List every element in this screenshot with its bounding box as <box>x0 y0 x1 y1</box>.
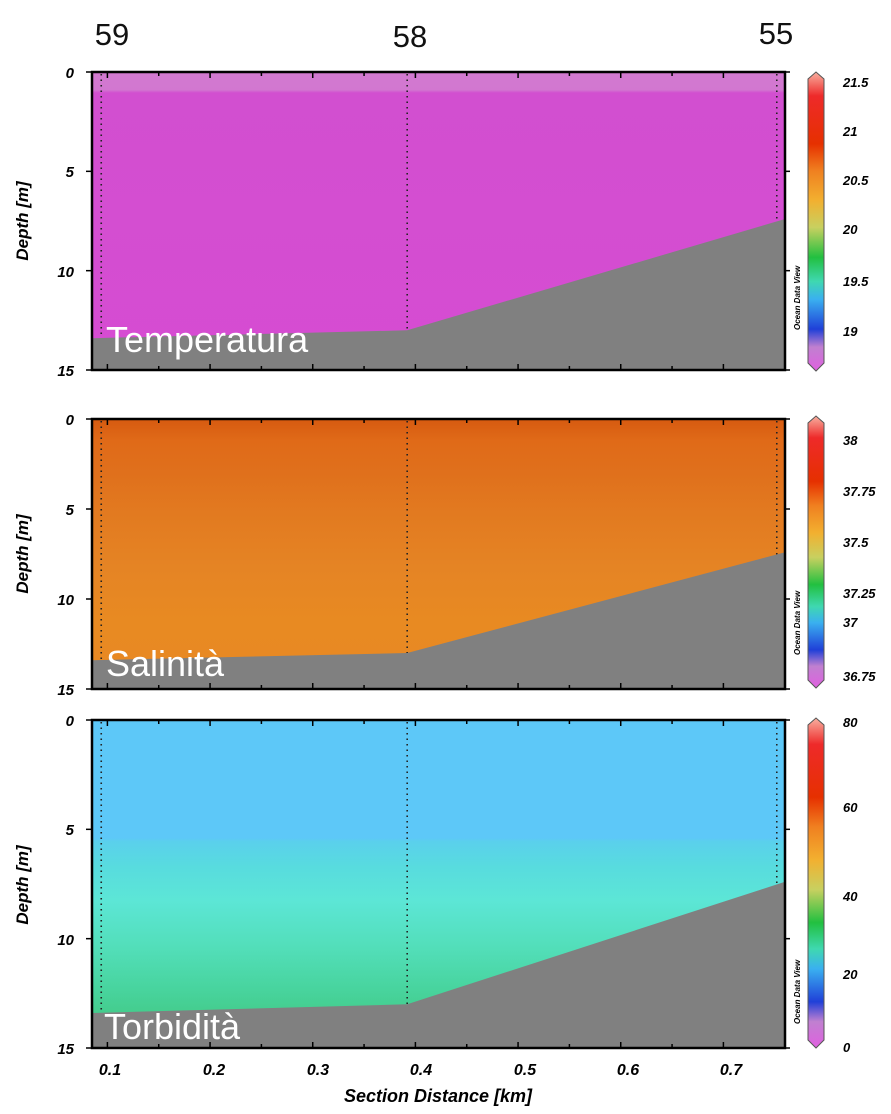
colorbar-tick: 0 <box>843 1040 851 1055</box>
y-tick-15: 15 <box>57 682 74 699</box>
colorbar-tick: 19.5 <box>843 274 869 289</box>
salinity-label: Salinità <box>106 643 225 684</box>
y-axis-label: Depth [m] <box>13 180 32 261</box>
colorbar-tick: 20 <box>842 222 858 237</box>
colorbar-tick: 21.5 <box>842 75 869 90</box>
x-tick: 0.2 <box>203 1062 225 1079</box>
colorbar-tick: 20 <box>842 967 858 982</box>
station-lines <box>100 722 778 1013</box>
colorbar-tick: 37 <box>843 615 858 630</box>
axis-ticks <box>86 71 790 371</box>
colorbar-tick: 38 <box>843 433 858 448</box>
colorbar-tick: 40 <box>842 889 858 904</box>
x-tick-labels: 0.1 0.2 0.3 0.4 0.5 0.6 0.7 <box>99 1062 743 1079</box>
y-tick-15: 15 <box>57 363 74 380</box>
y-tick-0: 0 <box>66 65 75 82</box>
odv-watermark: Ocean Data View <box>793 265 802 330</box>
seafloor-bottom <box>92 219 785 370</box>
y-tick-0: 0 <box>66 412 75 429</box>
y-axis-label: Depth [m] <box>13 513 32 594</box>
y-tick-15: 15 <box>57 1041 74 1058</box>
temperature-panel: Temperatura 0 5 10 15 Depth [m] 21.5 21 … <box>13 65 869 380</box>
x-tick: 0.7 <box>720 1062 743 1079</box>
y-tick-10: 10 <box>57 592 74 609</box>
x-axis-label: Section Distance [km] <box>344 1086 533 1106</box>
y-tick-5: 5 <box>66 502 75 519</box>
axis-ticks <box>86 719 790 1049</box>
station-label-58: 58 <box>393 19 427 54</box>
seafloor-bottom <box>92 881 785 1048</box>
colorbar-gradient <box>807 717 825 1049</box>
colorbar: 80 60 40 20 0 Ocean Data View <box>793 715 858 1055</box>
y-tick-5: 5 <box>66 822 75 839</box>
seafloor-bottom <box>92 552 785 689</box>
colorbar-tick: 37.25 <box>843 586 876 601</box>
odv-watermark: Ocean Data View <box>793 959 802 1024</box>
colorbar-tick: 20.5 <box>842 173 869 188</box>
station-label-59: 59 <box>95 17 129 52</box>
colorbar: 38 37.75 37.5 37.25 37 36.75 Ocean Data … <box>793 415 876 689</box>
plot-frame <box>90 70 787 372</box>
x-tick: 0.1 <box>99 1062 121 1079</box>
colorbar-tick: 37.75 <box>843 484 876 499</box>
odv-watermark: Ocean Data View <box>793 590 802 655</box>
x-tick: 0.3 <box>307 1062 329 1079</box>
station-label-55: 55 <box>759 16 793 51</box>
plot-frame <box>90 417 787 691</box>
colorbar-gradient <box>807 415 825 689</box>
station-lines <box>100 421 778 660</box>
plot-frame <box>90 718 787 1050</box>
colorbar-tick: 60 <box>843 800 858 815</box>
y-tick-0: 0 <box>66 713 75 730</box>
y-tick-10: 10 <box>57 932 74 949</box>
colorbar-tick: 21 <box>842 124 857 139</box>
y-tick-10: 10 <box>57 264 74 281</box>
y-tick-labels: 0 5 10 15 <box>57 65 74 380</box>
temperature-label: Temperatura <box>106 319 309 360</box>
colorbar-tick: 37.5 <box>843 535 869 550</box>
colorbar-tick: 36.75 <box>843 669 876 684</box>
y-axis-label: Depth [m] <box>13 844 32 925</box>
x-tick: 0.4 <box>410 1062 432 1079</box>
y-tick-labels: 0 5 10 15 <box>57 412 74 699</box>
salinity-panel: Salinità 0 5 10 15 Depth [m] 38 37.75 37… <box>13 412 876 699</box>
x-tick: 0.6 <box>617 1062 639 1079</box>
y-tick-5: 5 <box>66 164 75 181</box>
turbidity-label: Torbidità <box>104 1006 241 1047</box>
x-tick: 0.5 <box>514 1062 537 1079</box>
axis-ticks <box>86 418 790 690</box>
colorbar-gradient <box>807 71 825 372</box>
colorbar-tick: 19 <box>843 324 858 339</box>
colorbar-tick: 80 <box>843 715 858 730</box>
turbidity-panel: Torbidità 0 5 10 15 Depth [m] 80 60 40 2… <box>13 713 858 1058</box>
colorbar: 21.5 21 20.5 20 19.5 19 Ocean Data View <box>793 71 869 372</box>
y-tick-labels: 0 5 10 15 <box>57 713 74 1058</box>
station-labels: 59 58 55 <box>95 16 793 54</box>
